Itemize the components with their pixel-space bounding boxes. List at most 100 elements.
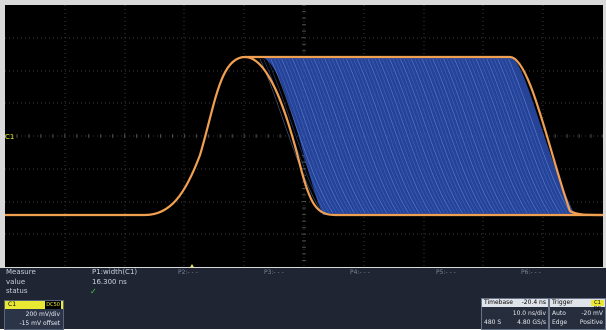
persistence-streak: [288, 58, 352, 214]
persistence-streak: [310, 58, 373, 214]
persistence-streak: [266, 58, 330, 214]
trigger-type: Edge: [552, 319, 568, 326]
persistence-streak: [414, 58, 478, 214]
value-row-label: value: [6, 278, 26, 286]
persistence-streak: [374, 58, 438, 214]
persistence-streak: [353, 58, 416, 214]
persistence-streak: [482, 58, 546, 214]
persistence-streak: [500, 58, 564, 214]
persistence-streak: [504, 58, 568, 214]
persistence-streak: [396, 58, 460, 214]
param-p6[interactable]: P6:- - -: [521, 269, 541, 276]
measure-header-row: Measure P1:width(C1) P2:- - - P3:- - - P…: [0, 268, 606, 277]
trigger-slope: Positive: [579, 319, 603, 326]
trigger-position-marker[interactable]: [189, 264, 195, 267]
param-p3[interactable]: P3:- - -: [264, 269, 284, 276]
persistence-streak: [306, 58, 370, 214]
persistence-streak: [410, 58, 474, 214]
persistence-streak: [331, 58, 395, 214]
channel-1-descriptor[interactable]: C1 DC50 200 mV/div -15 mV offset: [4, 300, 64, 330]
trigger-source-badge: C1 DC: [591, 300, 604, 312]
measurement-panel: Measure P1:width(C1) P2:- - - P3:- - - P…: [0, 268, 606, 330]
persistence-streak: [299, 58, 362, 214]
channel-ground-marker[interactable]: C1: [5, 133, 15, 141]
measure-value-row: value 16.300 ns: [0, 278, 606, 287]
trigger-level: -20 mV: [581, 310, 603, 317]
persistence-streak: [446, 58, 510, 214]
persistence-streak: [421, 58, 485, 214]
waveform-display[interactable]: C1: [5, 5, 603, 267]
persistence-streak: [497, 58, 560, 214]
persistence-streak: [464, 58, 528, 214]
persistence-streak: [428, 58, 492, 214]
measure-row-label: Measure: [6, 268, 36, 276]
param-p5[interactable]: P5:- - -: [436, 269, 456, 276]
persistence-streak: [407, 58, 470, 214]
persistence-streak: [425, 58, 488, 214]
persistence-streak: [270, 58, 334, 214]
channel-1-name: C1: [8, 301, 17, 308]
timebase-descriptor[interactable]: Timebase -20.4 ns 10.0 ns/div 480 S 4.80…: [481, 298, 549, 330]
persistence-streak: [356, 58, 420, 214]
persistence-streak: [328, 58, 391, 214]
persistence-streak: [436, 58, 499, 214]
persistence-streak: [346, 58, 409, 214]
timebase-samples: 480 S: [484, 319, 502, 326]
measure-status-row: status ✓: [0, 287, 606, 296]
persistence-streak: [443, 58, 506, 214]
persistence-streak: [400, 58, 463, 214]
persistence-streak: [450, 58, 514, 214]
persistence-streak: [320, 58, 384, 214]
channel-1-coupling: DC50: [45, 301, 61, 309]
timebase-label: Timebase: [484, 299, 513, 306]
persistence-streak: [284, 58, 348, 214]
channel-1-header: C1 DC50: [5, 301, 63, 309]
persistence-streak: [324, 58, 388, 214]
persistence-streak: [439, 58, 503, 214]
persistence-streak: [385, 58, 449, 214]
persistence-streak: [274, 58, 337, 214]
persistence-streak: [468, 58, 532, 214]
persistence-streak: [454, 58, 517, 214]
param-p4[interactable]: P4:- - -: [350, 269, 370, 276]
persistence-streak: [389, 58, 452, 214]
persistence-streak: [493, 58, 557, 214]
trigger-header: Trigger C1 DC: [550, 299, 605, 312]
timebase-rate: 4.80 GS/s: [517, 319, 546, 326]
persistence-streak: [349, 58, 413, 214]
persistence-streak: [457, 58, 521, 214]
persistence-streak: [295, 58, 359, 214]
persistence-streak: [281, 58, 344, 214]
param-p1[interactable]: P1:width(C1): [92, 268, 138, 276]
persistence-streak: [475, 58, 539, 214]
param-p2[interactable]: P2:- - -: [178, 269, 198, 276]
persistence-streak: [317, 58, 380, 214]
channel-1-offset: -15 mV offset: [19, 320, 60, 327]
persistence-streak: [338, 58, 402, 214]
persistence-streak: [364, 58, 427, 214]
trigger-mode: Auto: [552, 310, 566, 317]
checkmark-icon: ✓: [90, 287, 97, 296]
persistence-streak: [479, 58, 542, 214]
trigger-descriptor[interactable]: Trigger C1 DC Auto -20 mV Edge Positive: [549, 298, 606, 330]
channel-1-vdiv: 200 mV/div: [25, 311, 60, 318]
persistence-streak: [490, 58, 553, 214]
trigger-label: Trigger: [552, 299, 573, 306]
persistence-streak: [367, 58, 431, 214]
waveform-canvas: [5, 5, 603, 267]
persistence-streak: [342, 58, 406, 214]
persistence-streak: [335, 58, 398, 214]
persistence-streak: [392, 58, 456, 214]
persistence-streak: [277, 58, 341, 214]
timebase-header: Timebase -20.4 ns: [482, 299, 548, 307]
timebase-delay: -20.4 ns: [521, 299, 546, 306]
param-p1-value: 16.300 ns: [92, 278, 127, 286]
persistence-streak: [432, 58, 496, 214]
status-row-label: status: [6, 287, 28, 295]
waveform-trailing-trace: [245, 55, 603, 217]
persistence-streak: [378, 58, 442, 214]
persistence-streak: [292, 58, 355, 214]
persistence-streak: [403, 58, 467, 214]
persistence-streak: [382, 58, 445, 214]
